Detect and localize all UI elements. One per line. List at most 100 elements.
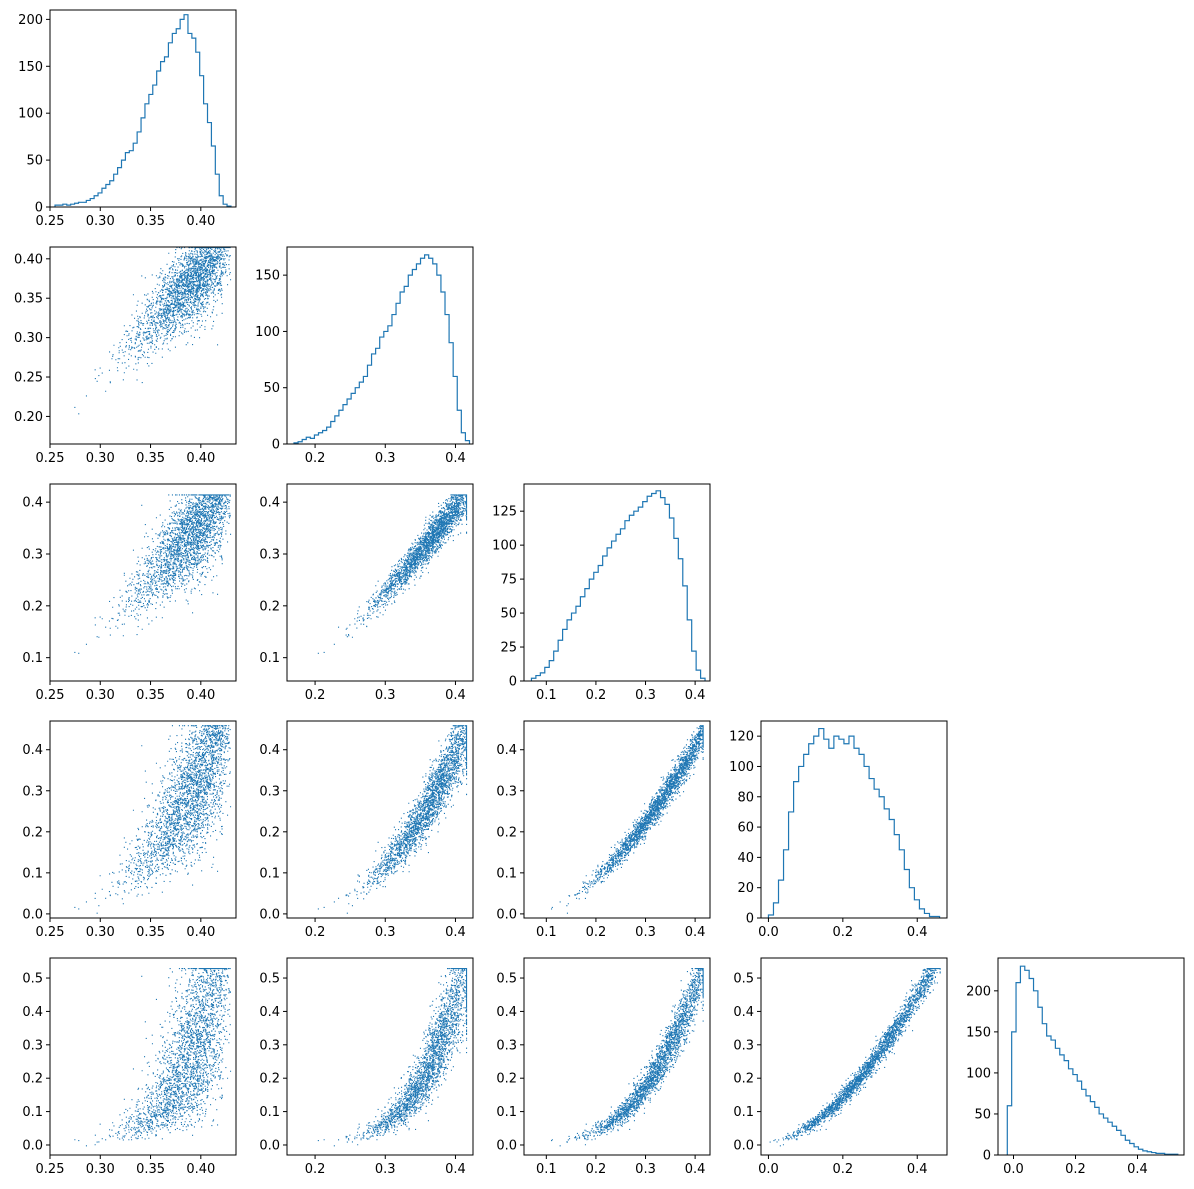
y-tick-label: 0.20 <box>14 410 43 425</box>
y-tick-label: 0 <box>35 201 43 216</box>
y-tick-label: 120 <box>729 730 754 745</box>
y-tick-label: 0.0 <box>259 907 280 922</box>
x-tick-label: 0.30 <box>86 1162 115 1177</box>
x-tick-label: 0.3 <box>635 688 656 703</box>
y-tick-label: 200 <box>966 984 991 999</box>
scatter-4-0 <box>74 968 232 1147</box>
panel-3-2: 0.1 0.2 0.3 0.4 0.0 0.1 0.2 0.3 0.4 <box>496 720 711 940</box>
y-tick-label: 0.2 <box>22 825 43 840</box>
x-tick-label: 0.0 <box>758 925 779 940</box>
y-tick-label: 0 <box>983 1149 991 1164</box>
y-tick-label: 0.5 <box>496 972 517 987</box>
x-tick-label: 0.25 <box>36 688 65 703</box>
x-tick-label: 0.3 <box>375 925 396 940</box>
y-tick-label: 0.3 <box>496 784 517 799</box>
scatter-3-2 <box>551 725 704 914</box>
axes-frame <box>49 246 237 445</box>
y-tick-label: 0.35 <box>14 292 43 307</box>
x-tick-label: 0.0 <box>758 1162 779 1177</box>
x-tick-label: 0.1 <box>536 688 557 703</box>
x-tick-label: 0.40 <box>186 214 215 229</box>
y-tick-label: 0.3 <box>259 784 280 799</box>
scatter-1-0 <box>74 247 232 415</box>
axes-frame <box>760 957 948 1156</box>
x-tick-label: 0.2 <box>586 688 607 703</box>
axes-frame <box>49 483 237 682</box>
y-tick-label: 0.3 <box>22 1038 43 1053</box>
y-tick-label: 0.4 <box>496 1005 517 1020</box>
axes-frame <box>286 957 474 1156</box>
y-tick-label: 100 <box>966 1066 991 1081</box>
y-tick-label: 0.1 <box>22 651 43 666</box>
y-tick-label: 0.4 <box>733 1005 754 1020</box>
y-tick-label: 0.3 <box>733 1038 754 1053</box>
x-tick-label: 0.1 <box>536 925 557 940</box>
y-tick-label: 0.2 <box>496 825 517 840</box>
y-tick-label: 200 <box>18 13 43 28</box>
panel-0-0: 0.25 0.30 0.35 0.40 0 50 100 150 200 <box>18 9 237 229</box>
panel-1-1: 0.2 0.3 0.4 0 50 100 150 <box>255 246 474 466</box>
y-tick-label: 0.5 <box>22 972 43 987</box>
scatter-2-0 <box>74 494 232 654</box>
x-tick-label: 0.1 <box>536 1162 557 1177</box>
y-tick-label: 0.4 <box>22 496 43 511</box>
y-tick-label: 0.4 <box>496 743 517 758</box>
y-tick-label: 0 <box>272 438 280 453</box>
x-tick-label: 0.35 <box>136 1162 165 1177</box>
panel-3-0: 0.25 0.30 0.35 0.40 0.0 0.1 0.2 0.3 0.4 <box>22 720 237 940</box>
y-tick-label: 25 <box>500 641 517 656</box>
axes-frame <box>286 246 474 445</box>
axes-frame <box>286 720 474 919</box>
x-tick-label: 0.25 <box>36 925 65 940</box>
panel-2-0: 0.25 0.30 0.35 0.40 0.1 0.2 0.3 0.4 <box>22 483 237 703</box>
y-tick-label: 0.1 <box>22 1105 43 1120</box>
y-tick-label: 0 <box>746 912 754 927</box>
y-tick-label: 0.3 <box>22 547 43 562</box>
y-tick-label: 0.0 <box>259 1138 280 1153</box>
x-tick-label: 0.30 <box>86 688 115 703</box>
y-tick-label: 0.2 <box>22 599 43 614</box>
x-tick-label: 0.4 <box>445 1162 466 1177</box>
x-tick-label: 0.35 <box>136 925 165 940</box>
x-tick-label: 0.2 <box>586 1162 607 1177</box>
y-tick-label: 100 <box>729 760 754 775</box>
y-tick-label: 0.4 <box>259 1005 280 1020</box>
x-tick-label: 0.25 <box>36 214 65 229</box>
panel-4-0: 0.25 0.30 0.35 0.40 0.0 0.1 0.2 0.3 0.4 0.5 <box>22 957 237 1177</box>
y-tick-label: 0.3 <box>22 784 43 799</box>
y-tick-label: 0.5 <box>259 972 280 987</box>
x-tick-label: 0.2 <box>305 925 326 940</box>
y-tick-label: 50 <box>500 607 517 622</box>
scatter-2-1 <box>317 494 468 654</box>
y-tick-label: 0.1 <box>733 1105 754 1120</box>
y-tick-label: 50 <box>974 1107 991 1122</box>
y-tick-label: 0.0 <box>496 1138 517 1153</box>
y-tick-label: 0.1 <box>496 866 517 881</box>
panel-3-1: 0.2 0.3 0.4 0.0 0.1 0.2 0.3 0.4 <box>259 720 474 940</box>
axes-frame <box>49 9 237 208</box>
x-tick-label: 0.35 <box>136 688 165 703</box>
y-tick-label: 0.0 <box>496 907 517 922</box>
x-tick-label: 0.30 <box>86 451 115 466</box>
y-tick-label: 0.5 <box>733 972 754 987</box>
y-tick-label: 20 <box>737 881 754 896</box>
x-tick-label: 0.40 <box>186 1162 215 1177</box>
x-tick-label: 0.2 <box>832 925 853 940</box>
panel-1-0: 0.25 0.30 0.35 0.40 0.20 0.25 0.30 0.35 0.40 <box>14 246 237 466</box>
histogram-1 <box>293 254 471 444</box>
histogram-0 <box>54 14 232 207</box>
x-tick-label: 0.2 <box>305 1162 326 1177</box>
x-tick-label: 0.4 <box>445 451 466 466</box>
y-tick-label: 100 <box>255 325 280 340</box>
panel-4-3: 0.0 0.2 0.4 0.0 0.1 0.2 0.3 0.4 0.5 <box>733 957 948 1177</box>
y-tick-label: 0.1 <box>496 1105 517 1120</box>
x-tick-label: 0.35 <box>136 214 165 229</box>
x-tick-label: 0.2 <box>305 451 326 466</box>
panel-4-4: 0.0 0.2 0.4 0 50 100 150 200 <box>966 957 1185 1177</box>
panel-3-3: 0.0 0.2 0.4 0 20 40 60 80 100 120 <box>729 720 948 940</box>
y-tick-label: 0.2 <box>22 1072 43 1087</box>
y-tick-label: 0.25 <box>14 371 43 386</box>
y-tick-label: 0.0 <box>22 907 43 922</box>
y-tick-label: 150 <box>18 60 43 75</box>
x-tick-label: 0.4 <box>685 688 706 703</box>
